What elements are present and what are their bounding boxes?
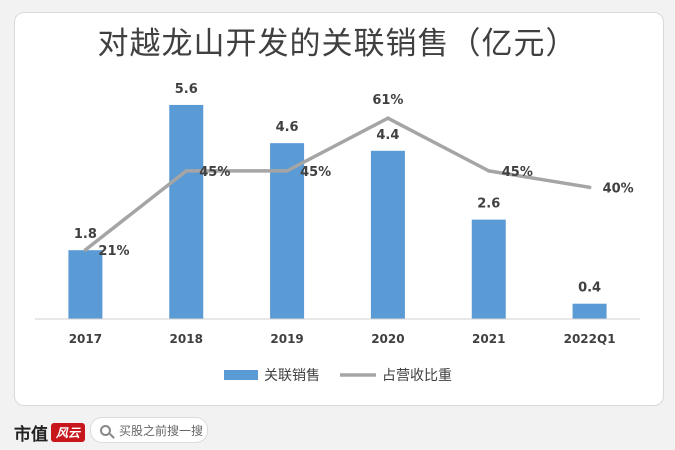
search-placeholder: 买股之前搜一搜: [119, 423, 204, 438]
x-tick-label: 2018: [170, 332, 203, 346]
brand-logo: 市值 风云: [14, 420, 86, 445]
chart-card: [14, 12, 664, 406]
share-value-label: 45%: [199, 165, 230, 180]
share-value-label: 45%: [502, 165, 533, 180]
footer: 市值 风云 买股之前搜一搜: [0, 412, 675, 450]
share-point: [587, 185, 592, 190]
bar-value-label: 4.6: [276, 120, 299, 135]
search-icon: [100, 424, 111, 436]
share-point: [285, 169, 289, 173]
share-line: [84, 116, 590, 252]
x-tick-label: 2022Q1: [564, 332, 616, 346]
chart-title: 对越龙山开发的关联销售（亿元）: [97, 26, 578, 62]
share-point: [486, 169, 491, 173]
x-tick-label: 2019: [270, 332, 303, 346]
bar-value-label: 1.8: [74, 227, 97, 242]
bar-value-label: 2.6: [477, 197, 500, 212]
share-point: [386, 116, 390, 121]
legend-label-sales: 关联销售: [264, 368, 320, 384]
x-tick-label: 2017: [69, 332, 102, 346]
x-tick-label: 2021: [472, 332, 505, 346]
legend-label-share: 占营收比重: [382, 368, 452, 384]
share-value-label: 21%: [98, 244, 129, 259]
brand-badge: 风云: [51, 423, 86, 442]
brand-text: 市值: [14, 425, 48, 445]
share-point: [184, 169, 189, 173]
legend-swatch-sales: [224, 370, 258, 380]
bar-2018: [169, 104, 204, 319]
bar-2021: [471, 219, 506, 319]
bar-value-label: 0.4: [578, 281, 601, 296]
share-value-label: 45%: [300, 165, 331, 180]
share-point: [83, 248, 88, 252]
share-value-label: 40%: [603, 181, 634, 196]
bar-2017: [68, 250, 103, 319]
search-box[interactable]: 买股之前搜一搜: [90, 417, 208, 443]
bar-value-label: 4.4: [376, 128, 399, 143]
bar-2022Q1: [572, 303, 607, 319]
share-value-label: 61%: [372, 93, 403, 108]
x-tick-label: 2020: [371, 332, 404, 346]
bar-2020: [370, 150, 405, 319]
bar-value-label: 5.6: [175, 82, 198, 97]
